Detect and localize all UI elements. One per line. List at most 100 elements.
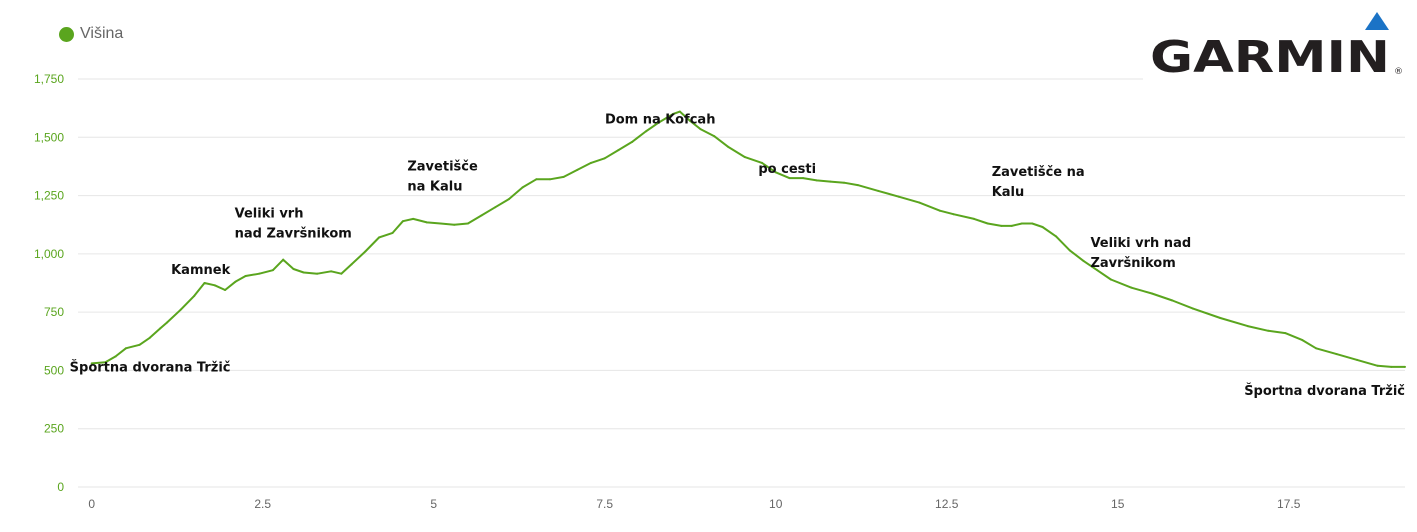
- elevation-point: [138, 343, 141, 346]
- elevation-point: [1041, 226, 1044, 229]
- chart-legend[interactable]: Višina: [59, 25, 123, 43]
- elevation-point: [815, 179, 818, 182]
- y-tick-label: 1,750: [34, 72, 64, 86]
- elevation-point: [829, 180, 832, 183]
- elevation-point: [466, 222, 469, 225]
- elevation-point: [1171, 299, 1174, 302]
- elevation-point: [576, 168, 579, 171]
- elevation-point: [203, 282, 206, 284]
- annotation-label: Veliki vrh: [235, 207, 304, 222]
- elevation-point: [699, 128, 702, 131]
- annotation-label: po cesti: [758, 162, 816, 177]
- elevation-point: [1010, 224, 1013, 227]
- y-tick-label: 1,250: [34, 189, 64, 203]
- legend-marker: [59, 26, 74, 42]
- y-tick-label: 1,000: [34, 247, 64, 261]
- elevation-point: [1000, 224, 1003, 227]
- elevation-point: [377, 236, 380, 239]
- elevation-point: [165, 321, 168, 324]
- elevation-point: [743, 156, 746, 159]
- annotation-label: Zavetišče: [407, 160, 478, 175]
- elevation-point: [330, 270, 333, 273]
- elevation-point: [316, 272, 319, 275]
- elevation-point: [689, 119, 692, 122]
- elevation-point: [114, 355, 117, 358]
- annotation-label: na Kalu: [407, 180, 462, 195]
- y-tick-label: 1,500: [34, 130, 64, 144]
- elevation-point: [1404, 365, 1406, 368]
- elevation-point: [1315, 347, 1318, 350]
- legend-label: Višina: [80, 25, 124, 42]
- garmin-registered-mark: ®: [1394, 67, 1403, 77]
- garmin-triangle-icon: [1365, 12, 1389, 30]
- x-tick-label: 5: [430, 497, 437, 511]
- elevation-point: [193, 294, 196, 297]
- elevation-point: [1390, 365, 1393, 368]
- elevation-point: [258, 272, 261, 275]
- elevation-point: [179, 308, 182, 311]
- garmin-logo: GARMIN ®: [1150, 12, 1403, 80]
- elevation-point: [856, 184, 859, 187]
- elevation-point: [1068, 249, 1071, 252]
- x-tick-label: 10: [769, 497, 783, 511]
- y-tick-label: 0: [57, 480, 64, 494]
- elevation-point: [1219, 316, 1222, 319]
- elevation-point: [391, 231, 394, 234]
- elevation-point: [973, 217, 976, 220]
- elevation-point: [282, 258, 285, 261]
- elevation-point: [453, 223, 456, 226]
- elevation-point: [726, 145, 729, 148]
- elevation-point: [507, 198, 510, 201]
- elevation-point: [1335, 353, 1338, 356]
- elevation-point: [159, 327, 162, 330]
- elevation-point: [364, 250, 367, 253]
- elevation-point: [425, 221, 428, 224]
- y-tick-label: 500: [44, 363, 64, 377]
- x-tick-label: 15: [1111, 497, 1125, 511]
- elevation-point: [774, 171, 777, 174]
- elevation-point: [1031, 222, 1034, 225]
- annotation-label: Kamnek: [171, 263, 230, 278]
- elevation-point: [877, 189, 880, 192]
- elevation-point: [234, 280, 237, 283]
- elevation-point: [986, 222, 989, 225]
- elevation-point: [1301, 339, 1304, 342]
- elevation-point: [644, 130, 647, 133]
- elevation-point: [1267, 329, 1270, 332]
- elevation-point: [104, 361, 107, 364]
- elevation-point: [439, 222, 442, 225]
- elevation-point: [761, 161, 764, 164]
- elevation-point: [843, 181, 846, 184]
- elevation-point: [938, 209, 941, 212]
- annotation-label: Završnikom: [1090, 256, 1175, 271]
- annotation-label: Športna dvorana Tržič: [1244, 383, 1405, 399]
- elevation-point: [494, 206, 497, 209]
- y-tick-label: 250: [44, 422, 64, 436]
- elevation-point: [401, 220, 404, 223]
- elevation-point: [148, 336, 151, 339]
- elevation-point: [658, 121, 661, 124]
- elevation-point: [1096, 269, 1099, 272]
- elevation-point: [603, 157, 606, 160]
- elevation-point: [213, 284, 216, 287]
- x-tick-label: 2.5: [254, 497, 271, 511]
- elevation-point: [548, 178, 551, 181]
- elevation-point: [1055, 235, 1058, 238]
- garmin-wordmark: GARMIN: [1150, 32, 1390, 80]
- elevation-point: [292, 268, 295, 271]
- y-tick-label: 750: [44, 305, 64, 319]
- elevation-point: [897, 195, 900, 198]
- x-tick-label: 17.5: [1277, 497, 1301, 511]
- elevation-line: [91, 110, 1405, 368]
- elevation-point: [1109, 278, 1112, 281]
- elevation-point: [224, 288, 227, 291]
- elevation-point: [788, 177, 791, 180]
- elevation-point: [480, 214, 483, 217]
- elevation-point: [1246, 325, 1249, 328]
- elevation-point: [617, 149, 620, 152]
- x-tick-label: 12.5: [935, 497, 959, 511]
- x-tick-label: 7.5: [596, 497, 613, 511]
- elevation-point: [713, 135, 716, 138]
- annotation-label: Športna dvorana Tržič: [70, 359, 231, 375]
- elevation-point: [124, 347, 127, 350]
